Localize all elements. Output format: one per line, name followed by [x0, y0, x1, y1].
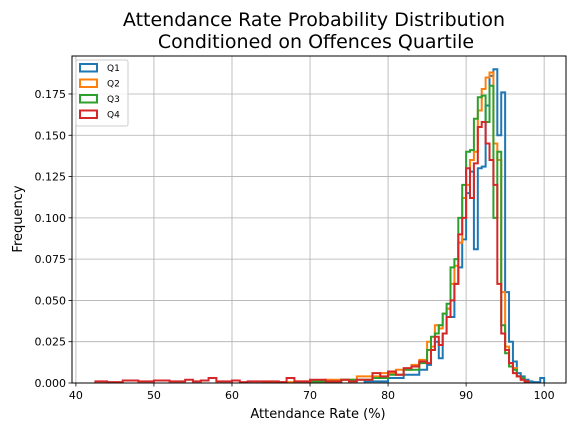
y-tick-label: 0.125 [35, 171, 67, 184]
legend-label-q3: Q3 [107, 95, 120, 105]
legend-swatch-q1 [79, 63, 98, 73]
chart-title-line-1: Attendance Rate Probability Distribution [123, 9, 505, 31]
y-tick-label: 0.050 [35, 294, 67, 307]
legend-label-q4: Q4 [107, 111, 120, 121]
legend-label-q1: Q1 [107, 64, 120, 74]
y-tick-label: 0.175 [35, 88, 67, 101]
x-tick-label: 40 [69, 389, 83, 402]
y-tick-label: 0.000 [35, 377, 67, 390]
y-axis-ticks: 0.000 0.025 0.050 0.075 0.100 0.125 0.150 0.175 [35, 88, 72, 390]
legend: Q1 Q2 Q3 Q4 [75, 59, 129, 127]
legend-swatch-q3 [79, 94, 98, 104]
x-tick-label: 90 [459, 389, 473, 402]
histogram-series [94, 68, 546, 384]
legend-label-q2: Q2 [107, 80, 120, 90]
chart-title-line-2: Conditioned on Offences Quartile [158, 31, 474, 53]
x-tick-label: 100 [534, 389, 555, 402]
histogram-step-q4 [94, 121, 530, 384]
plot-frame [71, 55, 567, 384]
y-tick-label: 0.150 [35, 129, 67, 142]
x-tick-label: 50 [147, 389, 161, 402]
x-axis-label: Attendance Rate (%) [250, 407, 385, 422]
y-tick-label: 0.025 [35, 336, 67, 349]
legend-box [75, 59, 129, 127]
legend-swatch-q2 [79, 78, 98, 88]
y-tick-label: 0.100 [35, 212, 67, 225]
x-axis-ticks: 40 50 60 70 80 90 100 [69, 383, 555, 402]
x-tick-label: 60 [225, 389, 239, 402]
y-axis-label: Frequency [11, 185, 26, 252]
x-tick-label: 80 [381, 389, 395, 402]
x-tick-label: 70 [303, 389, 317, 402]
y-tick-label: 0.075 [35, 253, 67, 266]
legend-swatch-q4 [79, 109, 98, 119]
